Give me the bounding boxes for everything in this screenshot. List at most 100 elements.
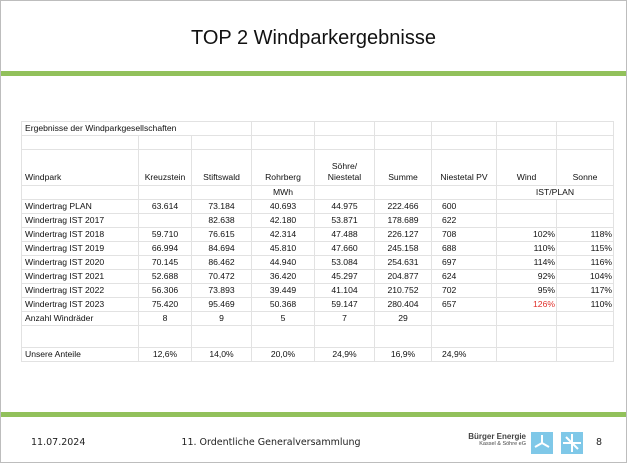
- table-cell: 702: [431, 283, 497, 298]
- table-cell: 204.877: [374, 269, 432, 284]
- table-row: Windertrag IST 2019 66.994 84.694 45.810 47.…: [21, 241, 614, 256]
- empty-cell: [138, 135, 192, 150]
- table-cell: 56.306: [138, 283, 192, 298]
- column-header: Wind: [496, 149, 557, 186]
- column-header: Windpark: [21, 149, 139, 186]
- empty-cell: [251, 121, 315, 136]
- table-cell: 114%: [496, 255, 557, 270]
- table-cell: 210.752: [374, 283, 432, 298]
- table-cell: 45.297: [314, 269, 375, 284]
- table-row: Unsere Anteile 12,6% 14,0% 20,0% 24,9% 16,9% 2…: [21, 347, 614, 362]
- empty-cell: [496, 325, 557, 348]
- table-cell: 63.614: [138, 199, 192, 214]
- empty-cell: [496, 347, 557, 362]
- green-divider: [1, 412, 626, 417]
- row-label: Windertrag IST 2023: [21, 297, 139, 312]
- empty-cell: [21, 325, 139, 348]
- table-cell: 178.689: [374, 213, 432, 228]
- footer-date: 11.07.2024: [31, 437, 86, 448]
- table-cell: 5: [251, 311, 315, 326]
- table-cell: 70.472: [191, 269, 252, 284]
- table-cell: 44.940: [251, 255, 315, 270]
- table-cell: 40.693: [251, 199, 315, 214]
- table-cell: 59.147: [314, 297, 375, 312]
- table-cell: 92%: [496, 269, 557, 284]
- table-row: Windertrag IST 2018 59.710 76.615 42.314 47.…: [21, 227, 614, 242]
- table-cell: 115%: [556, 241, 614, 256]
- footer-event: 11. Ordentliche Generalversammlung: [181, 437, 361, 448]
- row-label: Windertrag IST 2017: [21, 213, 139, 228]
- table-cell: 36.420: [251, 269, 315, 284]
- table-cell: 9: [191, 311, 252, 326]
- green-divider: [1, 71, 626, 76]
- column-header: Kreuzstein: [138, 149, 192, 186]
- row-label: Windertrag IST 2020: [21, 255, 139, 270]
- table-row: [21, 135, 614, 150]
- table-cell: 14,0%: [191, 347, 252, 362]
- empty-cell: [556, 311, 614, 326]
- table-cell: 42.314: [251, 227, 315, 242]
- table-row: Windertrag IST 2022 56.306 73.893 39.449 41.…: [21, 283, 614, 298]
- empty-cell: [556, 121, 614, 136]
- table-row: Windertrag PLAN 63.614 73.184 40.693 44.975 2…: [21, 199, 614, 214]
- table-cell: 222.466: [374, 199, 432, 214]
- empty-cell: [314, 325, 375, 348]
- empty-cell: [374, 121, 432, 136]
- table-cell: 95%: [496, 283, 557, 298]
- empty-cell: [496, 121, 557, 136]
- empty-cell: [496, 199, 557, 214]
- table-cell: 697: [431, 255, 497, 270]
- table-cell: 39.449: [251, 283, 315, 298]
- turbine-icon: [534, 435, 550, 448]
- column-header: Niestetal PV: [431, 149, 497, 186]
- table-cell: 75.420: [138, 297, 192, 312]
- empty-cell: [431, 185, 497, 200]
- table-cell: 95.469: [191, 297, 252, 312]
- empty-cell: [431, 311, 497, 326]
- table-cell: 624: [431, 269, 497, 284]
- empty-cell: [556, 347, 614, 362]
- row-label: Windertrag IST 2021: [21, 269, 139, 284]
- empty-cell: [251, 135, 315, 150]
- table-cell: 82.638: [191, 213, 252, 228]
- empty-cell: [556, 325, 614, 348]
- slide-title: TOP 2 Windparkergebnisse: [191, 27, 436, 49]
- logo-text: Kassel & Söhre eG: [479, 441, 526, 447]
- table-cell: 688: [431, 241, 497, 256]
- table-cell: 73.893: [191, 283, 252, 298]
- empty-cell: [556, 213, 614, 228]
- empty-cell: [21, 135, 139, 150]
- table-cell: 66.994: [138, 241, 192, 256]
- empty-cell: [431, 325, 497, 348]
- table-cell: 126%: [496, 297, 557, 312]
- table-cell: 41.104: [314, 283, 375, 298]
- table-cell: 24,9%: [314, 347, 375, 362]
- table-cell: 7: [314, 311, 375, 326]
- column-header: Rohrberg: [251, 149, 315, 186]
- table-cell: 118%: [556, 227, 614, 242]
- table-cell: 59.710: [138, 227, 192, 242]
- table-row: [21, 325, 614, 348]
- empty-cell: [251, 325, 315, 348]
- table-cell: 245.158: [374, 241, 432, 256]
- table-cell: 110%: [496, 241, 557, 256]
- empty-cell: [556, 199, 614, 214]
- table-cell: 226.127: [374, 227, 432, 242]
- table-cell: 86.462: [191, 255, 252, 270]
- empty-cell: [191, 135, 252, 150]
- logo-text: Bürger Energie: [468, 432, 526, 441]
- empty-cell: [314, 135, 375, 150]
- table-cell: 50.368: [251, 297, 315, 312]
- column-header: Summe: [374, 149, 432, 186]
- table-cell: 84.694: [191, 241, 252, 256]
- table-cell: 24,9%: [431, 347, 497, 362]
- table-cell: 116%: [556, 255, 614, 270]
- empty-cell: [21, 185, 139, 200]
- row-label: Unsere Anteile: [21, 347, 139, 362]
- table-cell: 29: [374, 311, 432, 326]
- table-cell: 8: [138, 311, 192, 326]
- table-cell: 600: [431, 199, 497, 214]
- table-cell: 76.615: [191, 227, 252, 242]
- table-cell: 708: [431, 227, 497, 242]
- table-cell: 47.488: [314, 227, 375, 242]
